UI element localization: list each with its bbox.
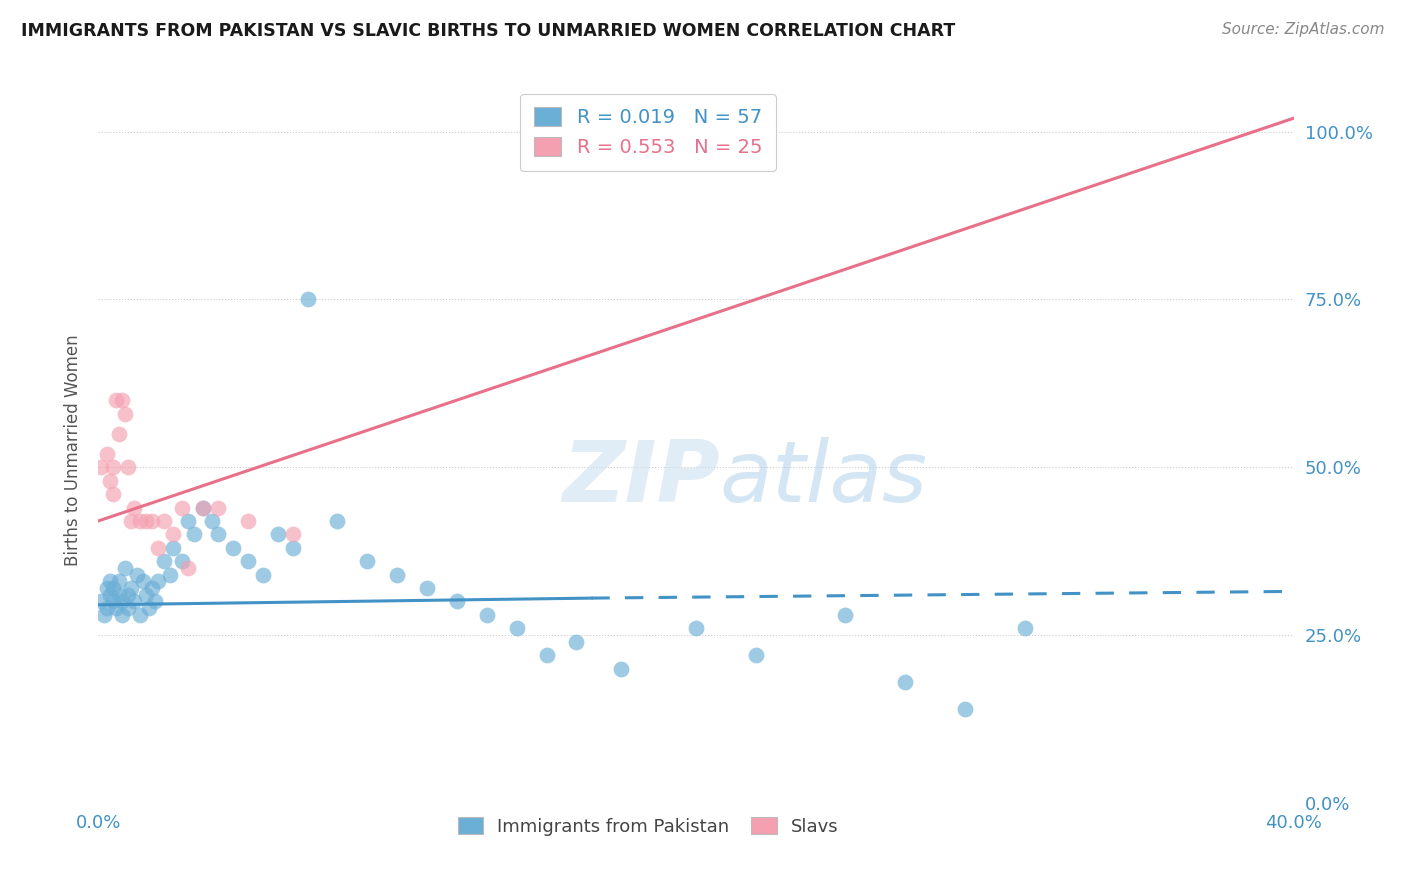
Point [326,514,349,528]
Point [103,487,125,501]
Point [610,662,633,676]
Point [177,514,200,528]
Point [207,500,229,515]
Point [745,648,768,662]
Point [129,607,152,622]
Point [135,514,157,528]
Point [108,588,131,602]
Point [475,607,498,622]
Point [236,514,259,528]
Point [416,581,439,595]
Point [96,601,118,615]
Y-axis label: Births to Unmarried Women: Births to Unmarried Women [63,334,82,566]
Point [1014,621,1036,635]
Point [105,393,128,408]
Point [162,527,184,541]
Point [281,527,304,541]
Point [172,554,194,568]
Point [177,561,200,575]
Point [111,607,134,622]
Point [98,588,122,602]
Point [114,561,136,575]
Point [132,574,155,589]
Point [96,581,118,595]
Point [834,607,856,622]
Point [207,527,229,541]
Text: ZIP: ZIP [562,437,720,520]
Point [111,393,134,408]
Point [153,514,176,528]
Text: atlas: atlas [720,437,928,520]
Point [153,554,176,568]
Point [90,594,112,608]
Point [129,514,152,528]
Point [222,541,245,555]
Point [108,574,131,589]
Point [141,581,163,595]
Point [172,500,194,515]
Point [685,621,707,635]
Point [162,541,184,555]
Point [191,500,214,515]
Point [536,648,558,662]
Point [117,588,139,602]
Point [120,581,142,595]
Point [120,514,142,528]
Point [127,567,149,582]
Point [103,460,125,475]
Point [894,675,917,690]
Point [90,460,112,475]
Point [297,293,319,307]
Point [565,634,588,648]
Point [103,594,125,608]
Point [114,407,136,421]
Point [385,567,409,582]
Point [117,601,139,615]
Point [141,514,163,528]
Point [143,594,166,608]
Text: Source: ZipAtlas.com: Source: ZipAtlas.com [1222,22,1385,37]
Point [124,594,146,608]
Point [356,554,378,568]
Point [446,594,468,608]
Point [93,607,115,622]
Point [148,574,170,589]
Point [236,554,259,568]
Point [281,541,304,555]
Point [159,567,181,582]
Point [267,527,290,541]
Point [183,527,205,541]
Point [506,621,529,635]
Point [201,514,224,528]
Point [138,601,160,615]
Point [98,574,122,589]
Point [252,567,274,582]
Point [98,474,122,488]
Legend: Immigrants from Pakistan, Slavs: Immigrants from Pakistan, Slavs [450,810,846,843]
Point [117,460,139,475]
Point [124,500,146,515]
Point [191,500,214,515]
Point [953,702,976,716]
Point [111,594,134,608]
Point [148,541,170,555]
Point [105,601,128,615]
Text: IMMIGRANTS FROM PAKISTAN VS SLAVIC BIRTHS TO UNMARRIED WOMEN CORRELATION CHART: IMMIGRANTS FROM PAKISTAN VS SLAVIC BIRTH… [21,22,955,40]
Point [135,588,157,602]
Point [96,447,118,461]
Point [103,581,125,595]
Point [108,426,131,441]
